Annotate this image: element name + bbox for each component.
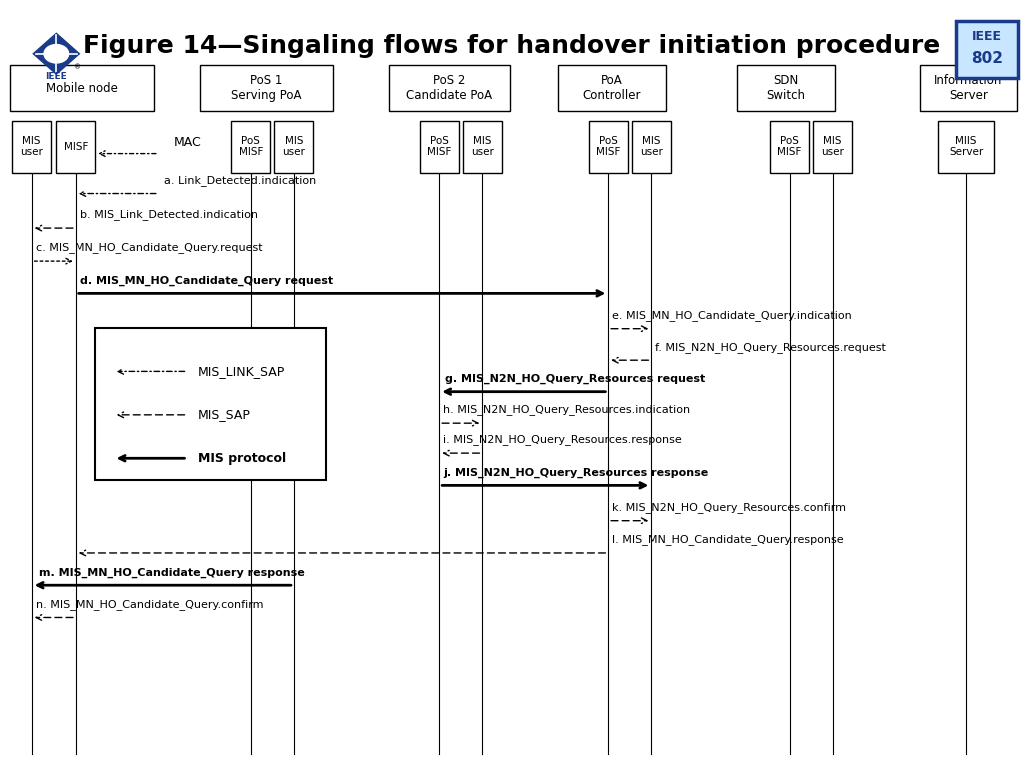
FancyBboxPatch shape: [274, 121, 313, 173]
Text: l. MIS_MN_HO_Candidate_Query.response: l. MIS_MN_HO_Candidate_Query.response: [612, 535, 844, 545]
Text: MAC: MAC: [174, 136, 202, 149]
Text: MIS
user: MIS user: [20, 136, 43, 157]
FancyBboxPatch shape: [558, 65, 666, 111]
Text: a. Link_Detected.indication: a. Link_Detected.indication: [164, 175, 316, 186]
Text: PoA
Controller: PoA Controller: [583, 74, 641, 102]
Text: MIS
user: MIS user: [471, 136, 494, 157]
Text: PoS 1
Serving PoA: PoS 1 Serving PoA: [231, 74, 301, 102]
Text: PoS
MISF: PoS MISF: [596, 136, 621, 157]
Text: e. MIS_MN_HO_Candidate_Query.indication: e. MIS_MN_HO_Candidate_Query.indication: [612, 310, 852, 321]
Text: MIIS
Server: MIIS Server: [949, 136, 983, 157]
Circle shape: [44, 45, 69, 63]
FancyBboxPatch shape: [389, 65, 510, 111]
FancyBboxPatch shape: [813, 121, 852, 173]
Text: SDN
Switch: SDN Switch: [766, 74, 806, 102]
Text: MIS protocol: MIS protocol: [198, 452, 286, 465]
FancyBboxPatch shape: [938, 121, 994, 173]
Text: IEEE: IEEE: [45, 72, 68, 81]
Text: IEEE: IEEE: [972, 31, 1002, 43]
FancyBboxPatch shape: [632, 121, 671, 173]
Text: n. MIS_MN_HO_Candidate_Query.confirm: n. MIS_MN_HO_Candidate_Query.confirm: [36, 599, 263, 610]
FancyBboxPatch shape: [12, 121, 51, 173]
Polygon shape: [34, 34, 79, 74]
FancyBboxPatch shape: [770, 121, 809, 173]
Text: Information
Server: Information Server: [934, 74, 1002, 102]
Text: i. MIS_N2N_HO_Query_Resources.response: i. MIS_N2N_HO_Query_Resources.response: [443, 435, 682, 445]
Text: Mobile node: Mobile node: [46, 82, 118, 94]
Text: h. MIS_N2N_HO_Query_Resources.indication: h. MIS_N2N_HO_Query_Resources.indication: [443, 405, 690, 415]
Text: PoS
MISF: PoS MISF: [777, 136, 802, 157]
FancyBboxPatch shape: [10, 65, 154, 111]
FancyBboxPatch shape: [200, 65, 333, 111]
FancyBboxPatch shape: [956, 21, 1018, 78]
FancyBboxPatch shape: [920, 65, 1017, 111]
Text: d. MIS_MN_HO_Candidate_Query request: d. MIS_MN_HO_Candidate_Query request: [80, 276, 333, 286]
Text: MIS
user: MIS user: [821, 136, 844, 157]
Text: PoS 2
Candidate PoA: PoS 2 Candidate PoA: [407, 74, 493, 102]
Text: Figure 14—Singaling flows for handover initiation procedure: Figure 14—Singaling flows for handover i…: [83, 34, 941, 58]
FancyBboxPatch shape: [463, 121, 502, 173]
FancyBboxPatch shape: [737, 65, 835, 111]
FancyBboxPatch shape: [56, 121, 95, 173]
Text: ®: ®: [74, 65, 81, 71]
FancyBboxPatch shape: [95, 328, 326, 480]
FancyBboxPatch shape: [420, 121, 459, 173]
Text: g. MIS_N2N_HO_Query_Resources request: g. MIS_N2N_HO_Query_Resources request: [445, 374, 706, 384]
Text: MIS
user: MIS user: [283, 136, 305, 157]
Text: k. MIS_N2N_HO_Query_Resources.confirm: k. MIS_N2N_HO_Query_Resources.confirm: [612, 502, 847, 513]
FancyBboxPatch shape: [231, 121, 270, 173]
Text: b. MIS_Link_Detected.indication: b. MIS_Link_Detected.indication: [80, 210, 258, 220]
Text: 802: 802: [971, 51, 1004, 66]
Text: PoS
MISF: PoS MISF: [427, 136, 452, 157]
Text: MIS
user: MIS user: [640, 136, 663, 157]
Text: PoS
MISF: PoS MISF: [239, 136, 263, 157]
Text: MISF: MISF: [63, 141, 88, 152]
Text: m. MIS_MN_HO_Candidate_Query response: m. MIS_MN_HO_Candidate_Query response: [39, 568, 305, 578]
Text: MIS_LINK_SAP: MIS_LINK_SAP: [198, 365, 285, 378]
Text: MIS_SAP: MIS_SAP: [198, 409, 251, 422]
Text: f. MIS_N2N_HO_Query_Resources.request: f. MIS_N2N_HO_Query_Resources.request: [655, 342, 886, 353]
Text: j. MIS_N2N_HO_Query_Resources response: j. MIS_N2N_HO_Query_Resources response: [443, 468, 709, 478]
Text: c. MIS_MN_HO_Candidate_Query.request: c. MIS_MN_HO_Candidate_Query.request: [36, 243, 262, 253]
FancyBboxPatch shape: [589, 121, 628, 173]
